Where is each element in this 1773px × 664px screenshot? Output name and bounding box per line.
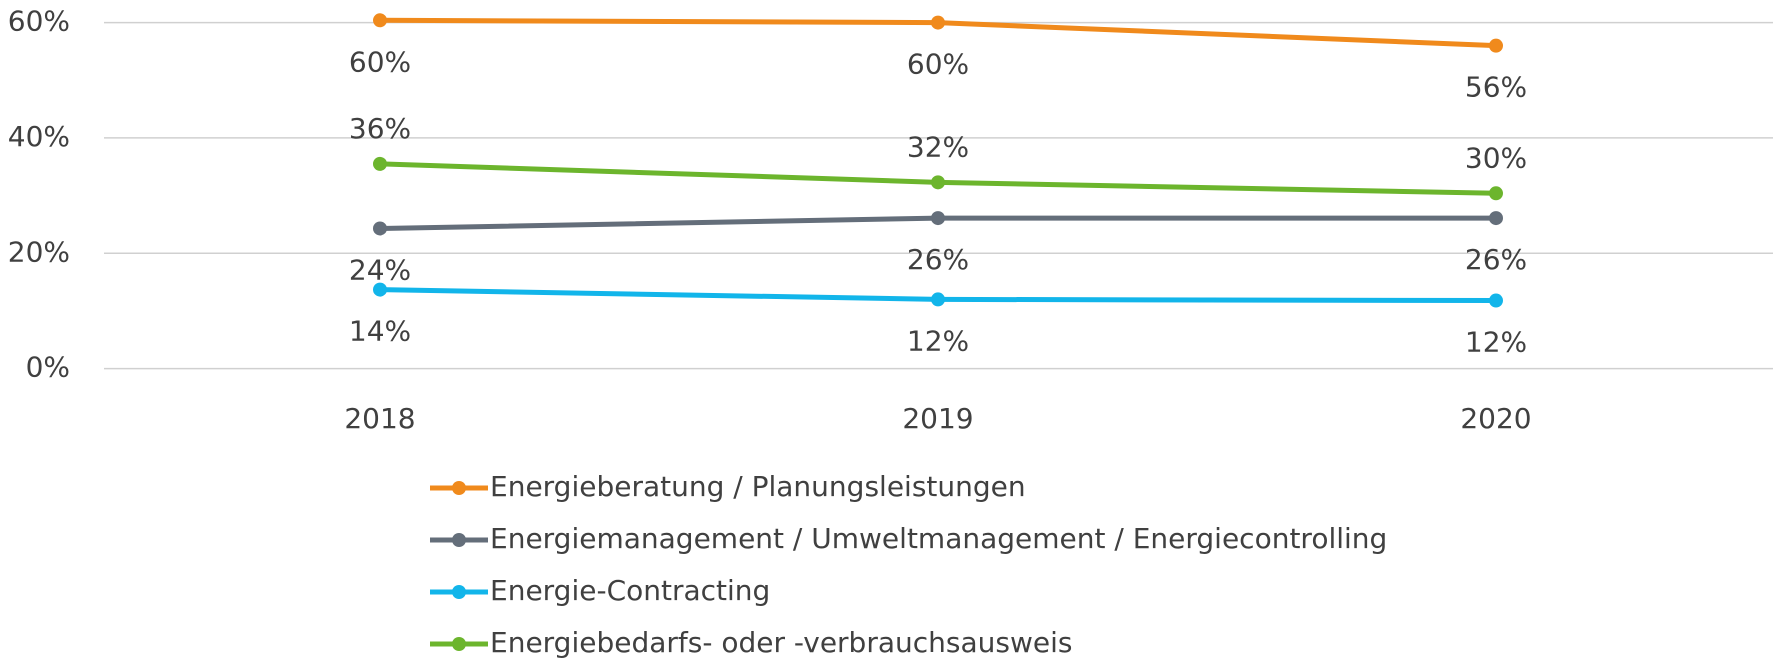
legend-marker — [452, 585, 466, 599]
data-label: 12% — [907, 324, 969, 357]
y-tick-label: 60% — [8, 5, 70, 38]
data-point — [373, 221, 387, 236]
y-tick-label: 20% — [8, 235, 70, 268]
data-point — [931, 292, 945, 307]
data-point — [1489, 211, 1503, 226]
data-label: 12% — [1465, 326, 1527, 359]
y-tick-label: 40% — [8, 120, 70, 153]
data-point — [1489, 293, 1503, 308]
data-label: 60% — [907, 48, 969, 81]
legend-label: Energieberatung / Planungsleistungen — [490, 470, 1026, 503]
data-point — [373, 13, 387, 28]
y-tick-label: 0% — [26, 351, 70, 384]
data-label: 36% — [349, 112, 411, 145]
data-point — [373, 282, 387, 297]
data-label: 26% — [1465, 243, 1527, 276]
data-point — [931, 15, 945, 30]
data-label: 24% — [349, 253, 411, 286]
data-point — [373, 156, 387, 171]
x-tick-label: 2019 — [902, 402, 973, 435]
data-label: 60% — [349, 45, 411, 78]
data-point — [1489, 38, 1503, 53]
legend-label: Energie-Contracting — [490, 574, 770, 607]
legend-label: Energiemanagement / Umweltmanagement / E… — [490, 522, 1387, 555]
data-point — [1489, 186, 1503, 201]
data-point — [931, 211, 945, 226]
data-label: 26% — [907, 243, 969, 276]
data-label: 30% — [1465, 141, 1527, 174]
legend-marker — [452, 481, 466, 495]
data-label: 56% — [1465, 71, 1527, 104]
x-tick-label: 2020 — [1460, 402, 1531, 435]
legend-marker — [452, 637, 466, 651]
x-tick-label: 2018 — [344, 402, 415, 435]
legend-marker — [452, 533, 466, 547]
data-point — [931, 175, 945, 190]
legend-label: Energiebedarfs- oder -verbrauchsausweis — [490, 626, 1072, 659]
data-label: 32% — [907, 130, 969, 163]
data-label: 14% — [349, 315, 411, 348]
